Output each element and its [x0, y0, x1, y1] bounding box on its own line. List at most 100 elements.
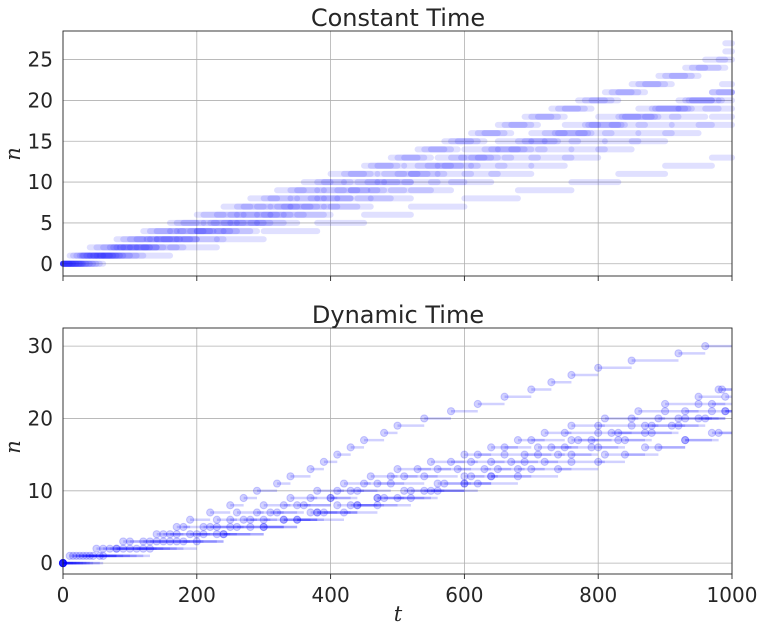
- series-trajectory: [60, 48, 735, 267]
- plot-frame: [62, 30, 733, 277]
- event-point: [293, 515, 302, 524]
- event-point: [694, 414, 703, 423]
- event-point: [393, 421, 402, 430]
- event-point: [239, 515, 248, 524]
- event-point: [132, 544, 141, 553]
- event-point: [232, 522, 242, 532]
- event-point: [413, 464, 422, 474]
- event-point: [500, 443, 509, 452]
- event-point: [353, 501, 362, 510]
- series-trajectory: [60, 89, 735, 267]
- event-point: [373, 493, 382, 503]
- event-point: [72, 551, 81, 561]
- event-point: [165, 537, 175, 546]
- event-point: [125, 537, 134, 546]
- event-point: [420, 486, 429, 495]
- y-tick-label: 25: [28, 48, 53, 72]
- x-tick-label: 1000: [707, 583, 758, 607]
- y-tick-label: 20: [28, 88, 53, 112]
- event-point: [473, 399, 482, 409]
- event-point: [701, 341, 710, 351]
- event-point: [600, 450, 609, 459]
- event-point: [433, 479, 442, 488]
- event-point: [279, 515, 288, 524]
- constant-time-panel: Constant Time n 0 5 10 15 20 25: [1, 4, 735, 281]
- event-point: [179, 522, 188, 532]
- event-point: [594, 428, 603, 438]
- event-point: [272, 479, 282, 488]
- event-point: [520, 450, 529, 459]
- event-point: [466, 457, 476, 466]
- event-point: [339, 508, 349, 517]
- event-point: [553, 450, 563, 459]
- event-point: [239, 493, 248, 503]
- event-point: [252, 486, 262, 495]
- event-point: [721, 407, 730, 416]
- event-point: [567, 450, 576, 459]
- event-point: [82, 551, 91, 561]
- event-point: [547, 378, 556, 387]
- y-axis-label: n: [1, 440, 25, 454]
- event-point: [600, 414, 609, 423]
- event-point: [386, 479, 395, 488]
- event-point: [212, 515, 221, 524]
- event-point: [487, 472, 496, 481]
- event-point: [119, 537, 128, 546]
- event-point: [400, 486, 409, 495]
- event-point: [433, 464, 442, 474]
- event-point: [520, 457, 529, 466]
- event-point: [293, 515, 302, 524]
- event-point: [306, 508, 315, 517]
- event-point: [326, 493, 335, 503]
- event-point: [654, 443, 663, 452]
- event-point: [145, 537, 155, 546]
- event-point: [440, 479, 449, 488]
- chart-title: Constant Time: [311, 4, 485, 32]
- event-point: [152, 530, 161, 539]
- event-point: [647, 421, 656, 430]
- event-point: [567, 436, 576, 445]
- event-point: [346, 501, 355, 510]
- event-point: [359, 436, 369, 445]
- event-point: [179, 537, 188, 546]
- event-point: [500, 392, 509, 401]
- event-point: [65, 551, 74, 561]
- event-point: [159, 530, 168, 539]
- event-point: [366, 472, 375, 481]
- event-point: [172, 530, 181, 539]
- event-point: [640, 443, 650, 452]
- event-point: [473, 450, 482, 459]
- event-point: [95, 551, 104, 561]
- event-point: [359, 479, 369, 488]
- event-point: [206, 522, 215, 532]
- event-point: [373, 479, 382, 488]
- event-point: [259, 515, 268, 524]
- event-point: [165, 530, 175, 539]
- event-point: [540, 428, 549, 438]
- event-point: [279, 515, 288, 524]
- event-point: [714, 385, 723, 394]
- event-point: [674, 349, 683, 358]
- event-point: [721, 392, 730, 401]
- event-point: [607, 428, 616, 438]
- chart-title: Dynamic Time: [312, 301, 484, 329]
- event-point: [212, 530, 221, 539]
- event-point: [286, 472, 295, 481]
- event-point: [346, 443, 355, 452]
- event-point: [527, 464, 536, 474]
- event-point: [420, 414, 429, 423]
- event-point: [246, 522, 255, 532]
- event-point: [333, 450, 342, 459]
- event-point: [433, 486, 442, 495]
- event-point: [99, 551, 108, 561]
- axis-ticks: 0 5 10 15 20 25: [28, 48, 733, 281]
- series-trajectory: [58, 341, 732, 568]
- event-point: [212, 522, 221, 532]
- series-trajectory: [60, 113, 735, 267]
- event-point: [654, 414, 663, 423]
- event-point: [293, 501, 302, 510]
- event-point: [594, 421, 603, 430]
- event-point: [513, 472, 523, 481]
- event-point: [513, 436, 523, 445]
- event-point: [112, 544, 121, 553]
